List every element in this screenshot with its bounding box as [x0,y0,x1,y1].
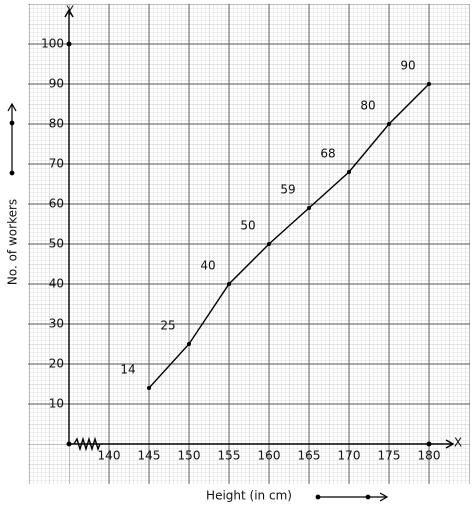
point [267,242,271,246]
y-tick-label: 90 [49,77,64,91]
x-tick-label: 145 [138,449,161,463]
data-label: 59 [280,183,295,197]
point [147,386,151,390]
y-tick-label: 50 [49,237,64,251]
x-tick-label: 150 [178,449,201,463]
data-label: 40 [200,259,215,273]
x-tick-label: 175 [378,449,401,463]
y-tick-label: 100 [41,37,64,51]
y-tick-label: 20 [49,357,64,371]
line [148,83,430,389]
point [307,206,311,210]
x-tick-label: 140 [98,449,121,463]
x-tick-label: 180 [418,449,441,463]
y-axis-label: No. of workers [6,199,20,285]
decor-arrows [7,102,389,502]
y-tick-label: 60 [49,197,64,211]
x-tick-label: 155 [218,449,241,463]
x-tick-label: 165 [298,449,321,463]
data-label: 80 [360,99,375,113]
point [347,170,351,174]
y-tick-label: 10 [49,397,64,411]
x-axis-label: Height (in cm) [206,489,292,503]
x-axis-letter: X [454,436,462,450]
grid [28,4,470,484]
y-tick-label: 30 [49,317,64,331]
x-tick-label: 160 [258,449,281,463]
data-label: 14 [120,363,135,377]
data-label: 90 [400,59,415,73]
y-tick-label: 40 [49,277,64,291]
x-tick-label: 170 [338,449,361,463]
data-label: 25 [160,319,175,333]
data-label: 68 [320,147,335,161]
y-tick-label: 70 [49,157,64,171]
point [187,342,191,346]
point [227,282,231,286]
data-label: 50 [240,219,255,233]
axes [64,8,455,452]
y-axis-letter: Y [65,4,74,18]
point [427,82,431,86]
y-tick-label: 80 [49,117,64,131]
point [387,122,391,126]
